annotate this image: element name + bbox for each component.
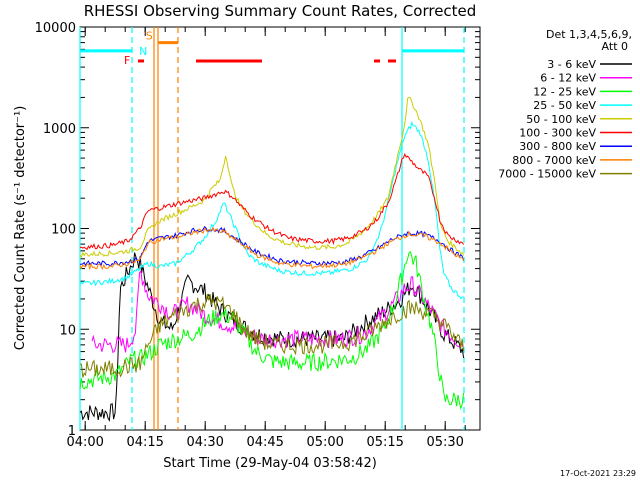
axes-frame: 1 10 100 1000 10000 04:00 04:15 04:30 04:45 05:00…	[35, 21, 481, 450]
series-line	[91, 269, 464, 354]
x-tick-label: 04:30	[186, 435, 223, 450]
legend-label: 800 - 7000 keV	[512, 154, 596, 167]
saa-flag-label: S	[146, 30, 153, 43]
legend-label: 6 - 12 keV	[540, 72, 596, 85]
legend-label: 3 - 6 keV	[547, 58, 596, 71]
chart-title: RHESSI Observing Summary Count Rates, Co…	[84, 2, 477, 20]
legend-label: 7000 - 15000 keV	[498, 168, 596, 181]
legend-label: 25 - 50 keV	[533, 99, 596, 112]
x-tick-label: 04:15	[126, 435, 163, 450]
legend-header-attenuator: Att 0	[602, 40, 628, 53]
flag-bars: SNF	[80, 30, 464, 67]
legend-label: 300 - 800 keV	[519, 140, 596, 153]
x-tick-label: 05:00	[306, 435, 343, 450]
legend-label: 100 - 300 keV	[519, 127, 596, 140]
y-tick-label: 100	[51, 223, 76, 238]
series-line	[79, 96, 465, 259]
legend-label: 50 - 100 keV	[526, 113, 596, 126]
x-tick-label: 04:00	[66, 435, 103, 450]
y-tick-label: 10000	[35, 21, 76, 36]
series-line	[79, 250, 465, 411]
x-tick-label: 05:15	[366, 435, 403, 450]
y-tick-label: 1000	[43, 122, 76, 137]
series-lines	[79, 96, 465, 422]
x-tick-label: 05:30	[426, 435, 463, 450]
x-tick-label: 04:45	[246, 435, 283, 450]
night-flag-label: N	[139, 45, 147, 58]
y-tick-label: 10	[59, 323, 76, 338]
series-line	[79, 252, 465, 422]
legend-label: 12 - 25 keV	[533, 85, 596, 98]
series-line	[79, 152, 464, 251]
legend-header-detectors: Det 1,3,4,5,6,9,	[546, 28, 632, 41]
series-line	[79, 120, 464, 300]
y-tick-label: 1	[68, 424, 76, 439]
series-line	[79, 225, 465, 267]
footer-timestamp: 17-Oct-2021 23:29	[560, 469, 636, 478]
x-axis-label: Start Time (29-May-04 03:58:42)	[163, 456, 377, 471]
series-line	[79, 226, 465, 271]
series-line	[80, 293, 465, 378]
flare-flag-label: F	[124, 54, 130, 67]
y-axis-label: Corrected Count Rate (s⁻¹ detector⁻¹)	[13, 106, 28, 351]
